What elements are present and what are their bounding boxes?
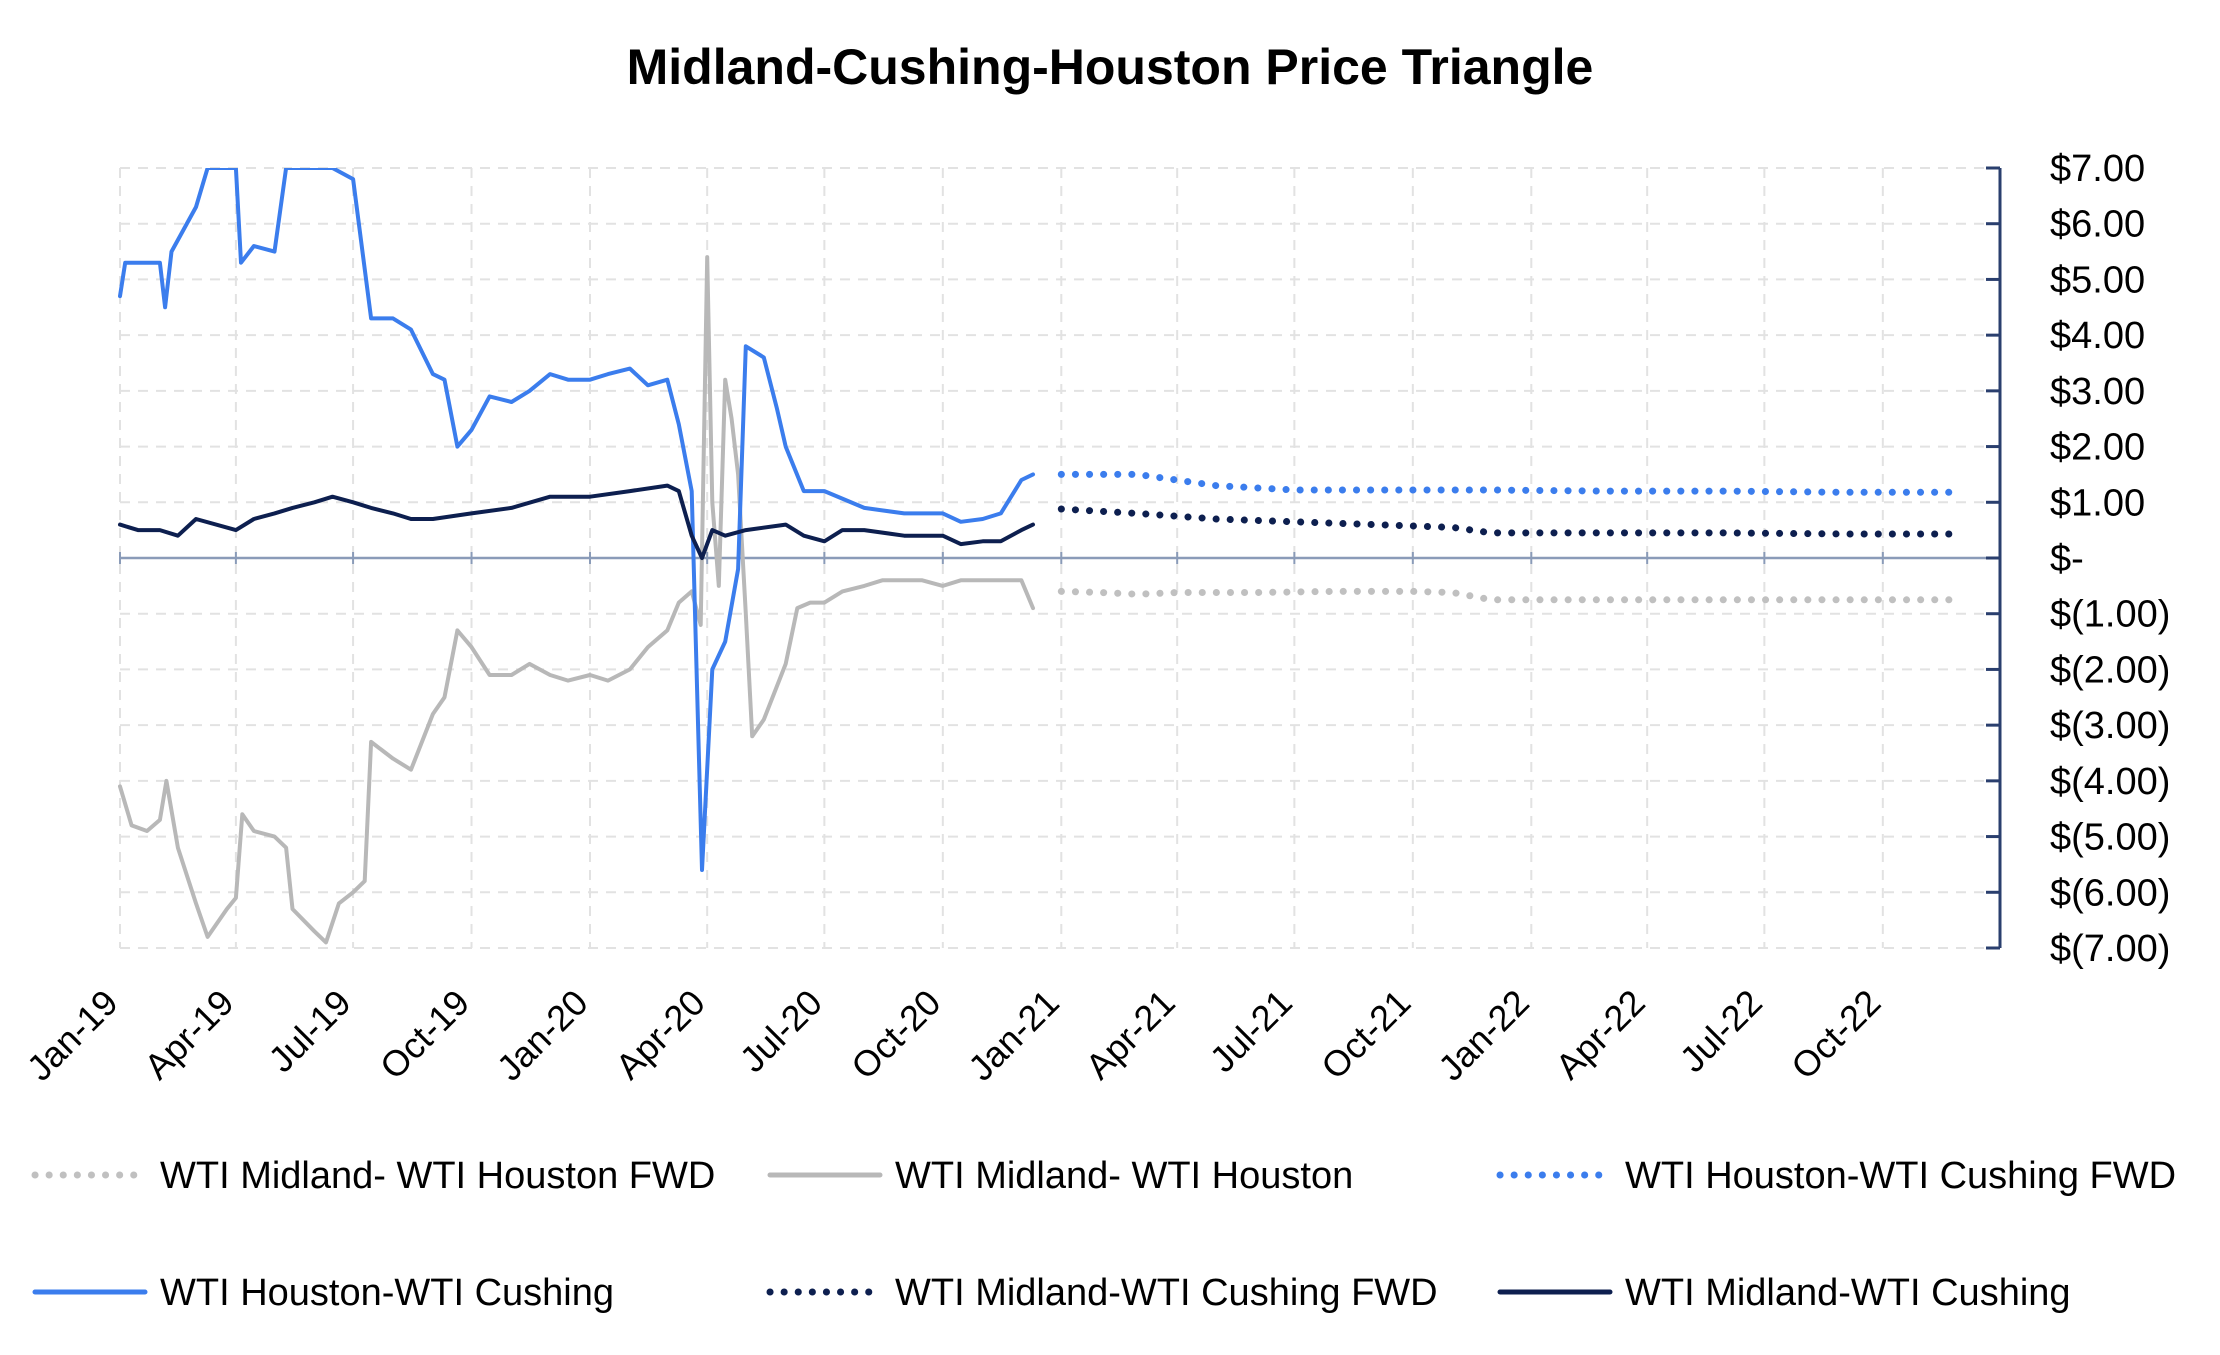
y-tick-label: $-	[2050, 538, 2084, 580]
zero-line	[119, 552, 2000, 564]
legend-label: WTI Midland- WTI Houston	[895, 1155, 1353, 1197]
series-line-wti-midland-wti-houston-fwd	[1057, 587, 1965, 604]
y-tick-label: $(5.00)	[2050, 817, 2170, 859]
legend-item: WTI Midland- WTI Houston	[767, 1155, 1353, 1197]
x-tick-label: Oct-19	[372, 982, 477, 1087]
y-tick-label: $(7.00)	[2050, 928, 2170, 970]
legend-label: WTI Midland-WTI Cushing	[1625, 1272, 2071, 1314]
y-tick-label: $1.00	[2050, 482, 2145, 524]
legend-item: WTI Houston-WTI Cushing FWD	[1496, 1155, 2176, 1197]
y-tick-label: $5.00	[2050, 259, 2145, 301]
x-tick-label: Jan-19	[19, 982, 126, 1089]
y-tick-label: $7.00	[2050, 148, 2145, 190]
chart-title: Midland-Cushing-Houston Price Triangle	[627, 39, 1594, 95]
y-tick-label: $(1.00)	[2050, 594, 2170, 636]
legend-label: WTI Houston-WTI Cushing	[160, 1272, 614, 1314]
legend-item: WTI Midland-WTI Cushing FWD	[766, 1272, 1438, 1314]
legend-item: WTI Midland-WTI Cushing	[1497, 1272, 2071, 1314]
x-tick-label: Oct-21	[1313, 982, 1418, 1087]
x-tick-label: Jul-22	[1672, 982, 1770, 1080]
y-tick-label: $4.00	[2050, 315, 2145, 357]
series-lines	[118, 168, 1965, 945]
x-tick-label: Jan-22	[1430, 982, 1537, 1089]
y-tick-label: $(6.00)	[2050, 872, 2170, 914]
y-axis: $7.00 $6.00 $5.00 $4.00 $3.00 $2.00 $1.00 $- $(1…	[1986, 148, 2170, 970]
y-tick-label: $(4.00)	[2050, 761, 2170, 803]
x-tick-label: Apr-22	[1547, 982, 1652, 1087]
x-tick-label: Oct-20	[843, 982, 948, 1087]
y-tick-label: $3.00	[2050, 371, 2145, 413]
series-line-wti-midland-wti-cushing	[118, 483, 1035, 560]
series-line-wti-houston-wti-cushing-fwd	[1057, 470, 1965, 496]
legend-label: WTI Midland-WTI Cushing FWD	[895, 1272, 1438, 1314]
x-tick-label: Jul-21	[1202, 982, 1300, 1080]
y-tick-label: $2.00	[2050, 427, 2145, 469]
legend-item: WTI Houston-WTI Cushing	[32, 1272, 614, 1314]
x-tick-label: Apr-20	[607, 982, 712, 1087]
y-tick-label: $6.00	[2050, 204, 2145, 246]
x-tick-label: Jul-19	[260, 982, 358, 1080]
y-tick-label: $(3.00)	[2050, 705, 2170, 747]
x-tick-label: Jul-20	[732, 982, 830, 1080]
legend-item: WTI Midland- WTI Houston FWD	[31, 1155, 715, 1197]
series-line-wti-midland-wti-houston	[118, 255, 1035, 945]
series-line-wti-houston-wti-cushing	[118, 168, 1035, 872]
series-line-wti-midland-wti-cushing-fwd	[1057, 505, 1965, 538]
y-tick-label: $(2.00)	[2050, 649, 2170, 691]
x-tick-label: Jan-20	[489, 982, 596, 1089]
x-tick-label: Oct-22	[1783, 982, 1888, 1087]
x-axis-ticks: Jan-19 Apr-19 Jul-19 Oct-19 Jan-20 Apr-20 Jul-…	[19, 982, 1889, 1089]
x-tick-label: Apr-19	[136, 982, 241, 1087]
x-tick-label: Apr-21	[1077, 982, 1182, 1087]
legend-label: WTI Houston-WTI Cushing FWD	[1625, 1155, 2176, 1197]
x-tick-label: Jan-21	[960, 982, 1067, 1089]
legend-label: WTI Midland- WTI Houston FWD	[160, 1155, 715, 1197]
legend: WTI Midland- WTI Houston FWD WTI Midland-…	[31, 1155, 2176, 1314]
